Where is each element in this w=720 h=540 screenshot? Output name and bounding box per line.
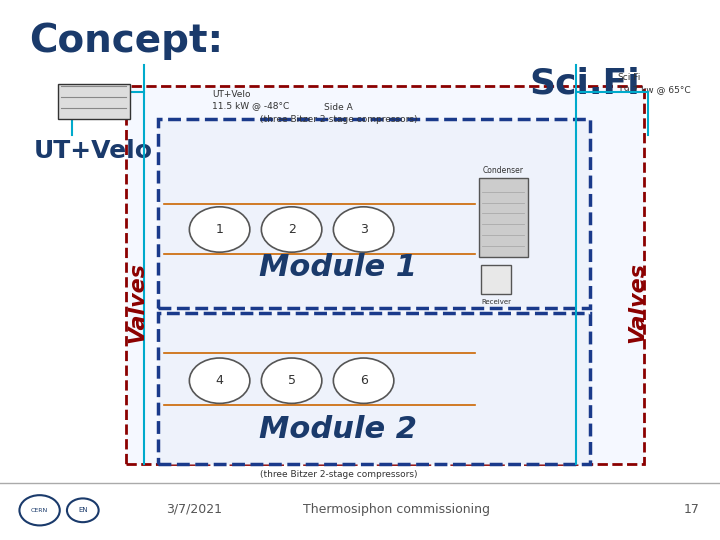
Text: 2: 2 — [288, 223, 295, 236]
FancyBboxPatch shape — [158, 313, 590, 464]
Circle shape — [333, 358, 394, 403]
Bar — [479, 178, 528, 256]
Text: EN: EN — [78, 507, 88, 514]
Text: Module 2: Module 2 — [259, 415, 418, 444]
Text: UT+Velo
11.5 kW @ -48°C: UT+Velo 11.5 kW @ -48°C — [212, 90, 289, 110]
Bar — [481, 265, 511, 294]
Bar — [58, 84, 130, 119]
Circle shape — [261, 207, 322, 252]
Text: 5: 5 — [287, 374, 296, 387]
Circle shape — [19, 495, 60, 525]
Text: Concept:: Concept: — [29, 22, 223, 59]
FancyBboxPatch shape — [158, 119, 590, 308]
Text: (three Bitzer 2-stage compressors): (three Bitzer 2-stage compressors) — [260, 470, 417, 478]
Text: Receiver: Receiver — [481, 299, 511, 306]
Text: Valves: Valves — [627, 262, 647, 343]
Circle shape — [333, 207, 394, 252]
Text: Condenser: Condenser — [483, 166, 523, 174]
Text: 6: 6 — [360, 374, 367, 387]
Text: Sci.Fi: Sci.Fi — [529, 67, 640, 100]
Text: Module 1: Module 1 — [259, 253, 418, 282]
Text: 3/7/2021: 3/7/2021 — [166, 503, 222, 516]
Text: CERN: CERN — [31, 508, 48, 513]
Circle shape — [261, 358, 322, 403]
FancyBboxPatch shape — [126, 86, 644, 464]
Text: 4: 4 — [216, 374, 223, 387]
Text: Valves: Valves — [127, 262, 147, 343]
Text: UT+Velo: UT+Velo — [34, 139, 153, 163]
Text: Sci.Fi
19.7 kw @ 65°C: Sci.Fi 19.7 kw @ 65°C — [618, 73, 690, 94]
Text: 3: 3 — [360, 223, 367, 236]
Circle shape — [67, 498, 99, 522]
Text: 1: 1 — [216, 223, 223, 236]
Text: 17: 17 — [683, 503, 699, 516]
Text: Thermosiphon commissioning: Thermosiphon commissioning — [302, 503, 490, 516]
Text: Side A
(three Bitzer 2-stage compressors): Side A (three Bitzer 2-stage compressors… — [260, 103, 417, 124]
Circle shape — [189, 207, 250, 252]
Circle shape — [189, 358, 250, 403]
